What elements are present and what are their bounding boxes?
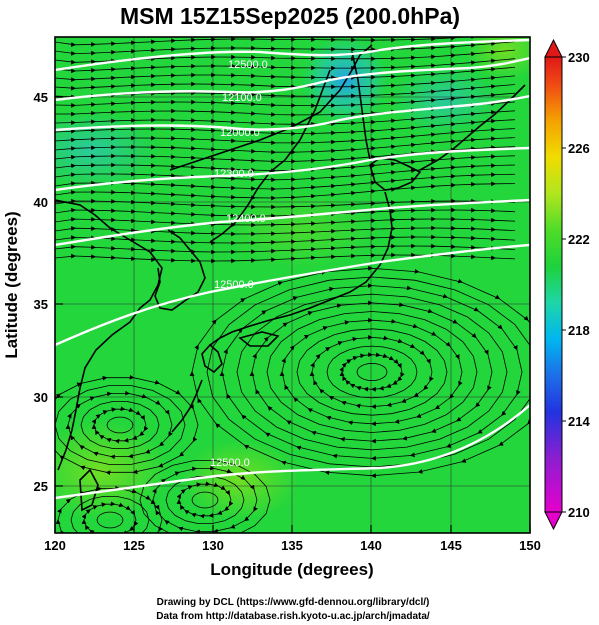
colorbar-scale: [544, 56, 563, 513]
streamline: [55, 485, 163, 533]
contour-12500-south: [55, 404, 530, 500]
colorbar-tick-label: 226: [568, 141, 590, 156]
y-tick-label: 45: [34, 90, 48, 105]
coast-nansei-islands: [171, 379, 203, 433]
height-contours: [55, 38, 530, 500]
coast-honshu: [209, 191, 393, 346]
credit-data: Data from http://database.rish.kyoto‐u.a…: [156, 611, 430, 622]
x-tick-label: 140: [360, 538, 382, 553]
coast-manchuria: [169, 44, 373, 171]
streamline: [55, 225, 516, 237]
colorbar-tick-label: 214: [568, 414, 590, 429]
contour-label: 12500.0: [210, 457, 250, 469]
streamline: [55, 243, 516, 255]
x-tick-label: 125: [123, 538, 145, 553]
coast-kyushu: [201, 343, 223, 374]
coast-hokkaido: [369, 157, 422, 191]
contour-12100: [55, 56, 530, 102]
x-tick-label: 130: [202, 538, 224, 553]
coast-sakhalin: [351, 51, 371, 161]
colorbar-top-arrow: [544, 38, 563, 58]
map-plot-area: 12500.0 12100.0 12000.0 12300.0 12400.0 …: [55, 37, 530, 533]
coast-shikoku: [238, 331, 280, 347]
contour-12400: [55, 198, 530, 247]
y-tick-label: 35: [34, 297, 48, 312]
contour-labels: 12500.0 12100.0 12000.0 12300.0 12400.0 …: [210, 59, 268, 469]
colorbar-tick-label: 218: [568, 323, 590, 338]
contour-label: 12100.0: [222, 92, 262, 104]
colorbar-tick-label: 230: [568, 50, 590, 65]
streamline: [55, 198, 516, 210]
credit-drawing: Drawing by DCL (https://www.gfd‐dennou.o…: [157, 597, 430, 608]
colorbar: 230 226 222 218 214 210: [544, 38, 590, 531]
chart-title: MSM 15Z15Sep2025 (200.0hPa): [120, 3, 460, 29]
x-tick-label: 145: [440, 538, 462, 553]
contour-label: 12400.0: [226, 213, 266, 225]
colorbar-tick-label: 210: [568, 505, 590, 520]
contour-label: 12500.0: [214, 279, 254, 291]
streamline: [55, 234, 516, 246]
coast-asia-mainland: [55, 199, 163, 471]
x-tick-label: 150: [519, 538, 541, 553]
x-axis: [54, 525, 531, 533]
streamline: [55, 216, 516, 228]
x-tick-label: 135: [281, 538, 303, 553]
y-tick-label: 25: [34, 479, 48, 494]
y-tick-label: 30: [34, 390, 48, 405]
y-axis: [55, 96, 63, 487]
contour-label: 12500.0: [228, 59, 268, 71]
y-tick-label: 40: [34, 195, 48, 210]
coast-taiwan: [79, 468, 99, 512]
streamline: [55, 181, 516, 201]
contour-label: 12000.0: [220, 127, 260, 139]
y-axis-label: Latitude (degrees): [2, 211, 21, 358]
colorbar-tick-label: 222: [568, 232, 590, 247]
x-axis-label: Longitude (degrees): [210, 560, 373, 579]
colorbar-bottom-arrow: [544, 511, 563, 531]
streamline: [55, 207, 516, 219]
coast-siberia: [209, 69, 331, 243]
streamline: [189, 265, 530, 479]
contour-12500-mid: [55, 243, 530, 347]
contour-12300: [55, 146, 530, 192]
contour-12000: [55, 94, 530, 132]
warm-region-southcenter: [180, 440, 300, 520]
x-tick-label: 120: [44, 538, 66, 553]
coast-kurils: [419, 84, 526, 171]
contour-12000-north: [55, 38, 530, 72]
contour-label: 12300.0: [214, 168, 254, 180]
